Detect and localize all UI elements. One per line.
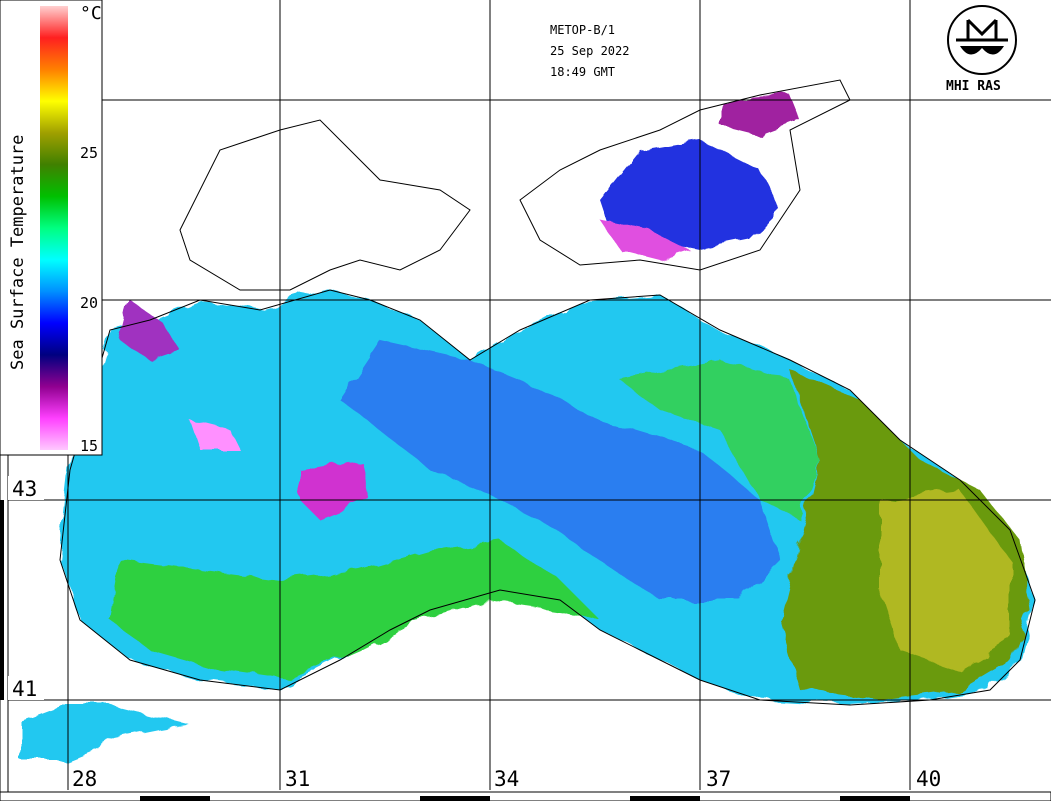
satellite-label: METOP-B/1 [550, 23, 616, 37]
colorbar-title: Sea Surface Temperature [8, 134, 28, 370]
logo-text: MHI RAS [946, 79, 1001, 94]
sea-of-azov [600, 95, 800, 260]
colorbar-tick-25: 25 [80, 144, 99, 162]
time-label: 18:49 GMT [550, 65, 616, 79]
lon-label-40: 40 [916, 767, 942, 791]
colorbar-unit: °C [80, 3, 102, 24]
colorbar-tick-15: 15 [80, 437, 99, 455]
lon-label-37: 37 [706, 767, 732, 791]
lon-label-31: 31 [285, 767, 311, 791]
mhi-ras-wave-emblem-icon [947, 5, 1017, 75]
date-label: 25 Sep 2022 [550, 44, 630, 58]
colorbar [40, 6, 68, 450]
colorbar-tick-20: 20 [80, 294, 99, 312]
lon-label-28: 28 [72, 767, 98, 791]
sea-of-marmara [20, 705, 190, 760]
lat-label-43: 43 [12, 477, 38, 501]
lon-label-34: 34 [494, 767, 520, 791]
lat-label-41: 41 [12, 677, 38, 701]
sea-surface [60, 290, 1035, 705]
coastline [59, 79, 1036, 706]
